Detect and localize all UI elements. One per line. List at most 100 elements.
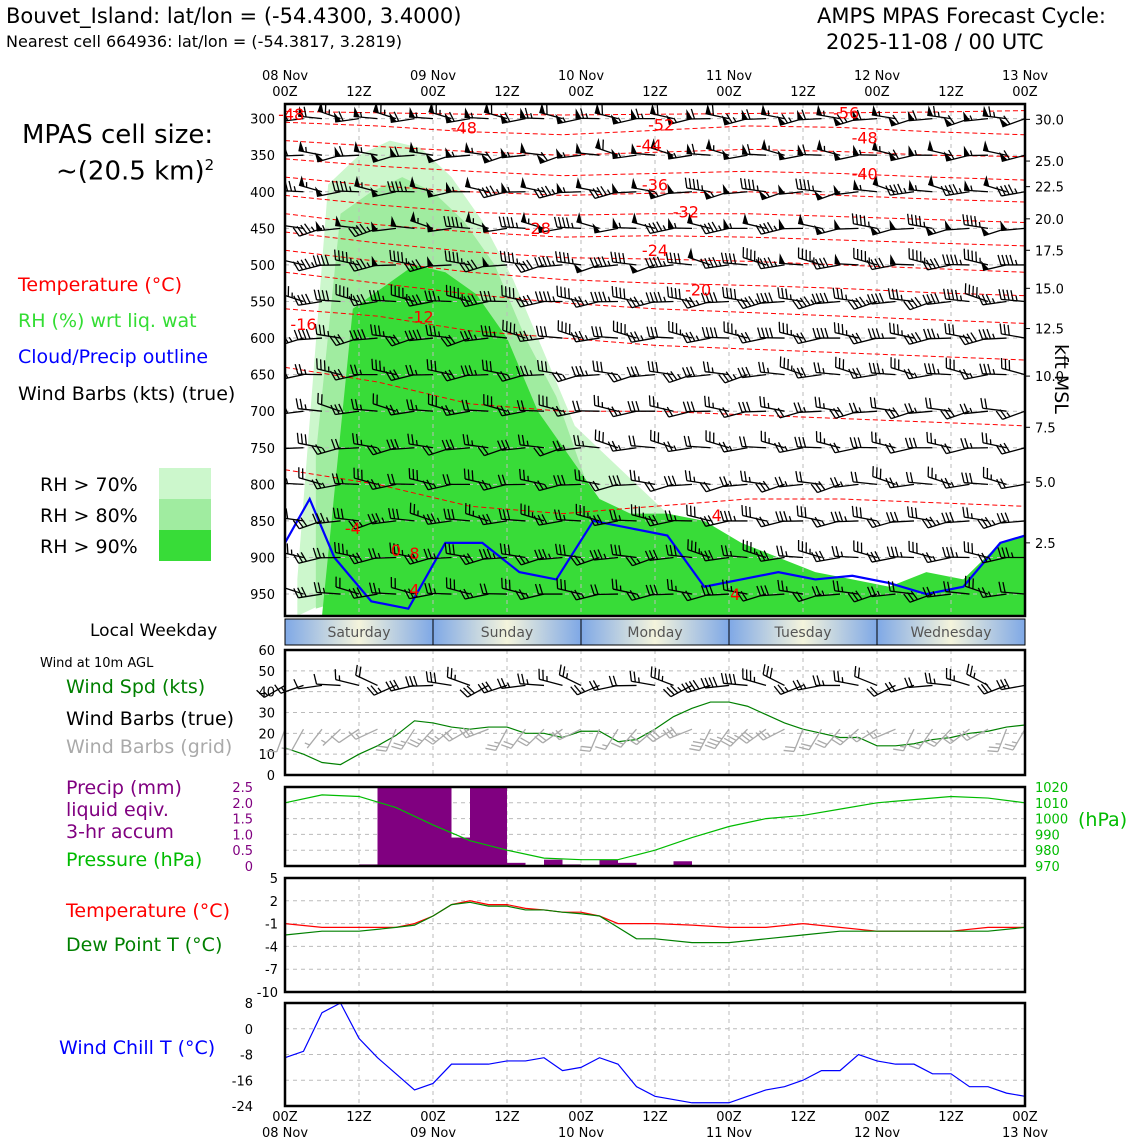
barb-full: [466, 434, 470, 446]
barb-full: [711, 104, 714, 116]
barb-full: [372, 582, 377, 594]
xs-wind-barb: [962, 506, 989, 522]
barb-full: [426, 479, 433, 490]
barb-staff: [723, 191, 748, 195]
barb-full: [485, 186, 493, 196]
barb-full: [669, 545, 673, 556]
barb-full: [496, 372, 503, 382]
kft-tick-label: 15.0: [1035, 282, 1064, 297]
barb-full: [312, 255, 318, 266]
barb-full: [297, 329, 303, 340]
xs-wind-barb: [904, 403, 933, 414]
barb-full: [594, 291, 599, 303]
barb-half: [360, 147, 363, 153]
barb-full: [799, 471, 803, 483]
wind-barb-grid: [281, 728, 305, 751]
barb-full: [749, 506, 752, 518]
barb-full: [764, 292, 770, 303]
barb-flag: [778, 184, 786, 195]
barb-half: [382, 295, 385, 302]
barb-flag: [816, 139, 823, 151]
barb-flag: [943, 116, 953, 127]
barb-full: [397, 251, 400, 262]
barb-staff: [446, 154, 471, 158]
barb-full: [847, 593, 855, 603]
barb-full: [305, 328, 311, 340]
xs-wind-barb: [589, 256, 619, 269]
barb-full: [783, 749, 795, 753]
barb-full: [562, 252, 566, 263]
wind-barb-true: [762, 664, 785, 686]
barb-full: [523, 365, 529, 376]
xs-wind-barb: [480, 325, 508, 339]
xs-wind-barb: [552, 440, 582, 452]
wind-barb-grid: [814, 728, 841, 749]
barb-full: [648, 395, 651, 406]
xs-wind-barb: [479, 583, 508, 595]
kft-tick-label: 2.5: [1035, 537, 1056, 552]
barb-full: [627, 738, 637, 746]
barb-full: [507, 251, 511, 263]
xs-wind-barb: [366, 479, 397, 490]
pressure-tick-label: 550: [250, 295, 275, 310]
xs-wind-barb: [755, 480, 785, 493]
barb-full: [487, 290, 492, 302]
barb-full: [724, 673, 729, 684]
xs-wind-barb: [963, 248, 989, 266]
xs-wind-barb: [980, 397, 1007, 412]
xs-wind-barb: [779, 253, 804, 266]
barb-flag: [668, 217, 675, 229]
barb-half: [718, 261, 722, 267]
barb-full: [969, 665, 974, 677]
xs-wind-barb: [908, 540, 933, 559]
barb-full: [305, 293, 311, 304]
barb-flag: [612, 217, 619, 228]
barb-staff: [834, 447, 859, 454]
barb-full: [466, 260, 474, 270]
barb-full: [781, 287, 784, 299]
barb-full: [921, 518, 929, 529]
barb-full: [521, 673, 525, 685]
barb-full: [718, 408, 725, 418]
barb-full: [984, 682, 993, 692]
barb-full: [904, 677, 910, 688]
xs-wind-barb: [792, 332, 822, 345]
barb-full: [514, 263, 522, 273]
barb-half: [1006, 412, 1011, 418]
barb-full: [506, 509, 511, 520]
barb-full: [514, 590, 522, 600]
barb-full: [609, 509, 614, 521]
barb-full: [836, 288, 840, 299]
xs-wind-barb: [908, 179, 933, 193]
barb-full: [534, 549, 540, 560]
barb-full: [721, 740, 731, 747]
xs-wind-barb: [699, 515, 730, 527]
barb-full: [999, 409, 1007, 419]
barb-half: [263, 691, 269, 696]
barb-full: [681, 333, 688, 343]
barb-full: [732, 253, 737, 265]
barb-full: [833, 476, 840, 488]
barb-full: [949, 512, 955, 523]
xs-wind-barb: [995, 409, 1025, 421]
barb-full: [477, 683, 485, 694]
xs-wind-barb: [370, 324, 397, 339]
wind-barb-true: [700, 676, 730, 689]
temp-contour-label: -36: [642, 175, 668, 194]
barb-staff: [1001, 447, 1025, 455]
xs-wind-barb: [811, 550, 841, 563]
barb-full: [910, 506, 914, 518]
barb-staff: [316, 191, 341, 197]
barb-half: [637, 677, 640, 683]
barb-full: [351, 226, 360, 236]
forecast-cycle: 2025-11-08 / 00 UTC: [826, 30, 1044, 54]
wind-barb-true: [773, 684, 804, 696]
precip-bar: [544, 859, 563, 866]
barb-flag: [908, 179, 915, 191]
barb-full: [574, 589, 581, 600]
barb-full: [533, 188, 540, 199]
barb-full: [962, 214, 965, 225]
xs-wind-barb: [285, 447, 304, 450]
xs-wind-barb: [699, 221, 730, 235]
barb-full: [940, 478, 947, 489]
